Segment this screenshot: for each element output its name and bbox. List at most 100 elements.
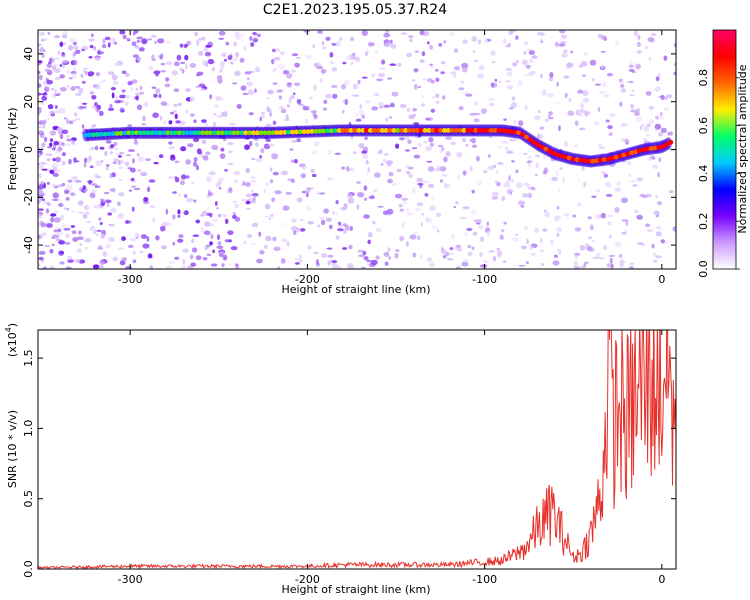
heatmap-cell — [461, 91, 469, 94]
heatmap-cell — [480, 108, 487, 114]
heatmap-noise — [38, 30, 676, 269]
heatmap-cell — [42, 123, 46, 129]
heatmap-cell — [490, 82, 495, 88]
heatmap-cell — [515, 35, 519, 40]
heatmap-ridge-core — [286, 129, 292, 135]
heatmap-cell — [272, 236, 277, 242]
heatmap-cell — [69, 192, 76, 197]
heatmap-ridge-core — [566, 155, 572, 161]
heatmap-ridge-core — [262, 130, 268, 136]
heatmap-cell — [135, 95, 139, 101]
heatmap-cell — [307, 245, 312, 250]
heatmap-cell — [503, 118, 507, 121]
heatmap-cell — [335, 200, 339, 205]
heatmap-cell — [100, 233, 105, 239]
colorbar-tick-label: 0.0 — [697, 260, 710, 278]
heatmap-cell — [215, 95, 221, 102]
heatmap-cell — [361, 30, 368, 36]
heatmap-cell — [202, 155, 209, 161]
heatmap-cell — [66, 184, 73, 191]
heatmap-cell — [602, 81, 607, 87]
heatmap-cell — [560, 34, 568, 39]
heatmap-ridge-core — [83, 132, 89, 138]
heatmap-cell — [453, 74, 457, 79]
heatmap-ridge-core — [375, 127, 381, 133]
heatmap-cell — [47, 146, 53, 149]
heatmap-cell — [281, 238, 288, 243]
heatmap-cell — [508, 30, 514, 35]
heatmap-cell — [595, 252, 601, 258]
heatmap-cell — [440, 71, 446, 75]
heatmap-cell — [327, 254, 334, 258]
heatmap-cell — [313, 140, 320, 147]
heatmap-cell — [487, 154, 491, 158]
heatmap-cell — [61, 129, 69, 135]
heatmap-cell — [364, 136, 368, 141]
heatmap-cell — [105, 140, 112, 144]
heatmap-cell — [594, 83, 602, 86]
heatmap-cell — [595, 189, 601, 193]
heatmap-cell — [190, 262, 197, 267]
heatmap-cell — [291, 53, 298, 57]
heatmap-cell — [553, 254, 558, 258]
heatmap-cell — [249, 36, 253, 41]
heatmap-ridge-core — [652, 145, 658, 151]
heatmap-cell — [119, 30, 126, 35]
heatmap-cell — [374, 172, 381, 178]
heatmap-cell — [45, 78, 49, 82]
heatmap-ridge-core — [204, 130, 210, 136]
heatmap-ridge-core — [332, 128, 338, 134]
heatmap-cell — [591, 239, 595, 243]
heatmap-cell — [195, 219, 201, 224]
heatmap-cell — [503, 38, 507, 44]
heatmap-cell — [43, 136, 48, 143]
heatmap-cell — [132, 158, 135, 164]
heatmap-ridge-core — [126, 130, 132, 136]
heatmap-cell — [357, 191, 365, 198]
heatmap-cell — [421, 103, 425, 107]
heatmap-ridge-core — [516, 130, 522, 136]
heatmap-cell — [652, 164, 658, 169]
heatmap-cell — [357, 79, 361, 85]
heatmap-cell — [349, 168, 355, 172]
heatmap-ridge-core — [535, 142, 541, 148]
heatmap-cell — [653, 210, 660, 216]
heatmap-cell — [58, 228, 62, 232]
heatmap-cell — [113, 141, 118, 146]
heatmap-ridge-core — [145, 130, 151, 136]
heatmap-cell — [208, 171, 216, 176]
heatmap-cell — [322, 107, 328, 111]
heatmap-cell — [326, 177, 333, 181]
heatmap-cell — [271, 58, 275, 65]
heatmap-cell — [191, 247, 198, 253]
heatmap-cell — [75, 117, 81, 121]
heatmap-cell — [285, 191, 292, 195]
heatmap-cell — [233, 179, 238, 184]
heatmap-cell — [278, 63, 285, 70]
heatmap-cell — [313, 114, 318, 120]
heatmap-cell — [542, 228, 548, 232]
heatmap-ridge-core — [613, 154, 619, 160]
heatmap-cell — [385, 41, 392, 47]
heatmap-cell — [308, 96, 313, 100]
heatmap-cell — [84, 157, 88, 164]
heatmap-cell — [518, 264, 526, 267]
heatmap-cell — [63, 207, 67, 210]
heatmap-ridge-core — [449, 127, 455, 133]
heatmap-cell — [628, 80, 634, 84]
heatmap-cell — [73, 157, 77, 163]
heatmap-cell — [269, 112, 272, 117]
heatmap-ridge-core — [461, 127, 467, 133]
heatmap-cell — [531, 187, 535, 190]
heatmap-cell — [38, 143, 41, 146]
heatmap-cell — [385, 117, 389, 123]
heatmap-ridge-core — [383, 127, 389, 133]
heatmap-cell — [165, 77, 170, 82]
heatmap-cell — [603, 173, 608, 178]
heatmap-ridge-core — [130, 130, 136, 136]
heatmap-cell — [597, 106, 601, 113]
heatmap-cell — [450, 71, 457, 75]
heatmap-cell — [101, 159, 104, 163]
heatmap-cell — [49, 138, 54, 143]
heatmap-cell — [673, 42, 676, 48]
